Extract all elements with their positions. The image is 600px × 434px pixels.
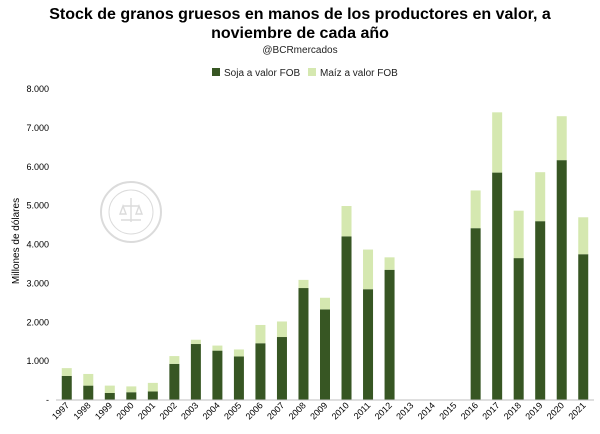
x-tick-label: 2006: [244, 400, 265, 421]
x-tick-label: 2014: [416, 400, 437, 421]
watermark-seal: [100, 181, 162, 243]
bar-soja: [104, 393, 115, 400]
bar-maiz: [535, 172, 546, 222]
bar-maiz: [341, 206, 352, 237]
bar-maiz: [320, 297, 330, 310]
bar-maiz: [169, 356, 180, 364]
x-tick-label: 2011: [352, 400, 373, 421]
y-axis-ticks: - 1.000 2.000 3.000 4.000 5.000 6.000 7.000 8.00…: [26, 84, 49, 405]
x-tick-label: 1998: [71, 400, 92, 421]
x-tick-label: 2020: [545, 400, 566, 421]
bar-soja: [513, 258, 524, 400]
bar-soja: [384, 269, 395, 400]
x-tick-label: 2003: [179, 400, 200, 421]
bar-soja: [61, 375, 72, 400]
x-tick-label: 2005: [222, 400, 243, 421]
y-axis-title: Millones de dólares: [11, 198, 22, 284]
bar-soja: [470, 228, 481, 400]
bar-soja: [535, 221, 546, 400]
y-tick-label: 1.000: [26, 356, 49, 366]
bar-maiz: [255, 324, 266, 344]
legend: Soja a valor FOB Maíz a valor FOB: [212, 68, 398, 79]
chart-title-line2: noviembre de cada año: [211, 25, 389, 42]
bar-maiz: [61, 368, 72, 376]
bar-soja: [298, 288, 309, 400]
y-tick-label: 2.000: [26, 317, 49, 327]
legend-swatch-soja: [212, 68, 220, 76]
x-tick-label: 2008: [287, 400, 308, 421]
bar-soja: [190, 344, 201, 400]
bar-soja: [363, 289, 374, 400]
bar-maiz: [147, 382, 158, 392]
bar-maiz: [492, 112, 503, 173]
bar-soja: [147, 391, 158, 400]
bar-soja: [212, 350, 223, 400]
y-tick-label: 7.000: [26, 123, 49, 133]
x-tick-label: 1999: [93, 400, 114, 421]
chart-subtitle: @BCRmercados: [262, 45, 338, 56]
y-tick-label: 3.000: [26, 278, 49, 288]
x-tick-label: 2000: [114, 400, 135, 421]
x-tick-label: 2002: [158, 400, 179, 421]
bar-soja: [341, 236, 352, 400]
bar-maiz: [470, 190, 481, 229]
bar-soja: [276, 337, 287, 400]
x-tick-label: 2012: [373, 400, 394, 421]
bar-maiz: [190, 339, 201, 345]
x-tick-label: 2019: [523, 400, 544, 421]
x-axis-ticks: 1997 1998 1999 2000 2001 2002 2003 2004 2005 2006…: [50, 400, 588, 421]
x-tick-label: 2004: [201, 400, 222, 421]
x-tick-label: 2007: [265, 400, 286, 421]
x-tick-label: 2021: [566, 400, 587, 421]
bar-maiz: [83, 373, 94, 386]
x-tick-label: 2018: [502, 400, 523, 421]
bar-maiz: [104, 385, 115, 394]
bar-maiz: [384, 257, 395, 270]
bar-maiz: [513, 210, 524, 259]
bar-soja: [255, 343, 266, 400]
y-tick-label: 6.000: [26, 162, 49, 172]
bar-soja: [233, 356, 244, 400]
bar-maiz: [126, 386, 137, 393]
x-tick-label: 2013: [394, 400, 415, 421]
bar-soja: [492, 172, 503, 400]
legend-label-maiz: Maíz a valor FOB: [320, 68, 398, 79]
bar-soja: [83, 385, 94, 400]
x-tick-label: 2016: [459, 400, 480, 421]
x-tick-label: 1997: [50, 400, 71, 421]
x-tick-label: 2009: [308, 400, 329, 421]
bar-soja: [578, 254, 589, 400]
x-tick-label: 2015: [437, 400, 458, 421]
legend-label-soja: Soja a valor FOB: [224, 68, 300, 79]
bar-soja: [169, 363, 180, 400]
y-tick-label: 8.000: [26, 84, 49, 94]
bar-soja: [320, 309, 330, 400]
chart-title-line1: Stock de granos gruesos en manos de los …: [49, 6, 551, 23]
y-tick-label: 5.000: [26, 201, 49, 211]
x-tick-label: 2017: [480, 400, 501, 421]
x-tick-label: 2010: [330, 400, 351, 421]
y-tick-label: -: [46, 395, 49, 405]
bar-maiz: [556, 116, 567, 161]
bar-maiz: [298, 279, 309, 289]
legend-swatch-maiz: [308, 68, 316, 76]
bar-maiz: [363, 249, 374, 290]
y-tick-label: 4.000: [26, 240, 49, 250]
bar-soja: [556, 160, 567, 400]
bar-maiz: [578, 217, 589, 255]
bar-maiz: [233, 349, 244, 357]
bar-maiz: [212, 345, 223, 351]
bar-soja: [126, 392, 137, 400]
bars: [61, 112, 589, 400]
bar-maiz: [276, 321, 287, 338]
x-tick-label: 2001: [136, 400, 157, 421]
